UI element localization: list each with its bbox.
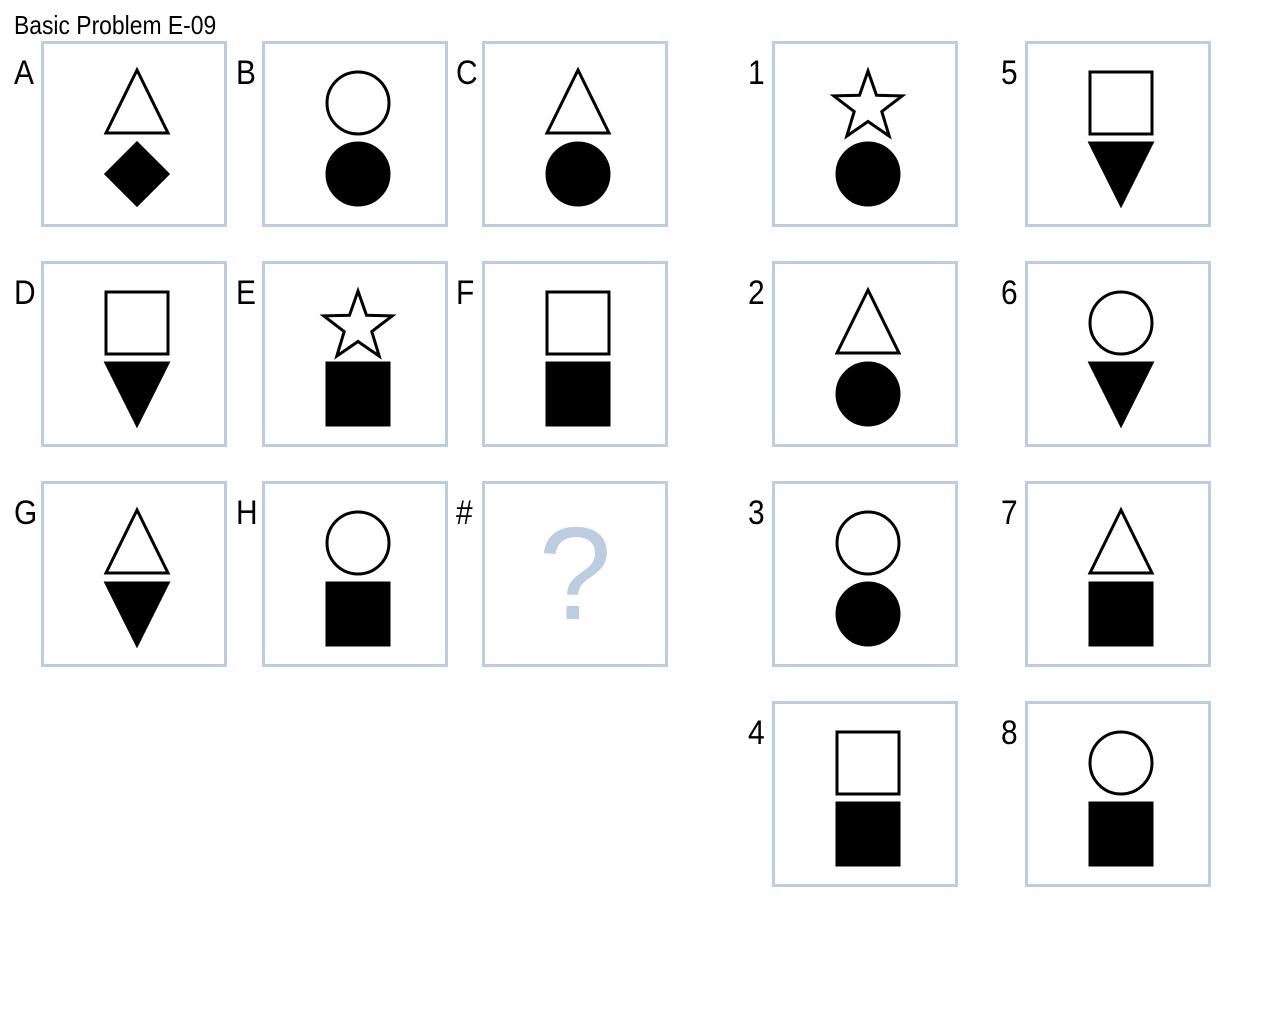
square-outline-top-shape [835, 730, 901, 796]
circle-outline-top-shape [325, 510, 391, 576]
cell-label-missing: # [456, 494, 473, 532]
answer-option-3[interactable] [772, 481, 958, 667]
cell-label-g: G [14, 494, 38, 532]
figure-canvas [319, 286, 397, 427]
answer-option-5[interactable] [1025, 41, 1211, 227]
figure-canvas [325, 70, 391, 207]
question-mark: ? [538, 500, 612, 647]
matrix-cell-missing: ? [482, 481, 668, 667]
answer-label-6: 6 [1001, 274, 1018, 312]
answer-label-5: 5 [1001, 54, 1018, 92]
figure-canvas [834, 286, 902, 427]
circle-outline-top-shape [1088, 730, 1154, 796]
figure-canvas [325, 510, 391, 647]
answer-label-4: 4 [748, 714, 765, 752]
square-filled-bottom-shape [325, 361, 391, 427]
matrix-cell-g [41, 481, 227, 667]
square-outline-top-shape [104, 290, 170, 356]
triangle-up-outline-top-shape [834, 286, 902, 355]
triangle-up-outline-top-shape [544, 66, 612, 135]
answer-label-8: 8 [1001, 714, 1018, 752]
figure-canvas [103, 290, 171, 429]
circle-outline-top-shape [325, 70, 391, 136]
answer-label-7: 7 [1001, 494, 1018, 532]
matrix-cell-h [262, 481, 448, 667]
square-outline-top-shape [1088, 70, 1154, 136]
figure-canvas [545, 290, 611, 427]
figure-canvas [1087, 290, 1155, 429]
circle-filled-bottom-shape [835, 581, 901, 647]
figure-canvas [829, 66, 907, 207]
answer-option-4[interactable] [772, 701, 958, 887]
figure-canvas [835, 730, 901, 867]
figure-canvas [544, 66, 612, 207]
figure-canvas [103, 506, 171, 649]
answer-option-2[interactable] [772, 261, 958, 447]
star-outline-top-shape [319, 286, 397, 360]
triangle-up-outline-top-shape [1087, 506, 1155, 575]
circle-filled-bottom-shape [325, 141, 391, 207]
answer-label-1: 1 [748, 54, 765, 92]
circle-filled-bottom-shape [835, 361, 901, 427]
circle-filled-bottom-shape [545, 141, 611, 207]
square-outline-top-shape [545, 290, 611, 356]
square-filled-bottom-shape [835, 801, 901, 867]
matrix-cell-c [482, 41, 668, 227]
triangle-up-outline-top-shape [103, 66, 171, 135]
cell-label-b: B [236, 54, 256, 92]
figure-canvas [835, 510, 901, 647]
cell-label-f: F [456, 274, 475, 312]
matrix-cell-e [262, 261, 448, 447]
square-filled-bottom-shape [325, 581, 391, 647]
triangle-down-filled-bottom-shape [1087, 141, 1155, 209]
triangle-down-filled-bottom-shape [103, 581, 171, 649]
answer-option-1[interactable] [772, 41, 958, 227]
answer-option-7[interactable] [1025, 481, 1211, 667]
problem-title: Basic Problem E-09 [14, 10, 217, 40]
circle-outline-top-shape [835, 510, 901, 576]
star-outline-top-shape [829, 66, 907, 140]
matrix-cell-a [41, 41, 227, 227]
square-filled-bottom-shape [1088, 801, 1154, 867]
answer-option-8[interactable] [1025, 701, 1211, 887]
figure-canvas [1088, 730, 1154, 867]
cell-label-c: C [456, 54, 478, 92]
answer-label-2: 2 [748, 274, 765, 312]
answer-option-6[interactable] [1025, 261, 1211, 447]
cell-label-a: A [14, 54, 34, 92]
matrix-cell-d [41, 261, 227, 447]
cell-label-h: H [236, 494, 258, 532]
figure-canvas [103, 66, 171, 208]
triangle-up-outline-top-shape [103, 506, 171, 575]
triangle-down-filled-bottom-shape [103, 361, 171, 429]
matrix-cell-f [482, 261, 668, 447]
cell-label-e: E [236, 274, 256, 312]
diamond-filled-bottom-shape [103, 140, 171, 208]
figure-canvas [1087, 70, 1155, 209]
cell-label-d: D [14, 274, 36, 312]
figure-canvas [1087, 506, 1155, 647]
answer-label-3: 3 [748, 494, 765, 532]
square-filled-bottom-shape [1088, 581, 1154, 647]
circle-outline-top-shape [1088, 290, 1154, 356]
matrix-cell-b [262, 41, 448, 227]
square-filled-bottom-shape [545, 361, 611, 427]
circle-filled-bottom-shape [835, 141, 901, 207]
triangle-down-filled-bottom-shape [1087, 361, 1155, 429]
